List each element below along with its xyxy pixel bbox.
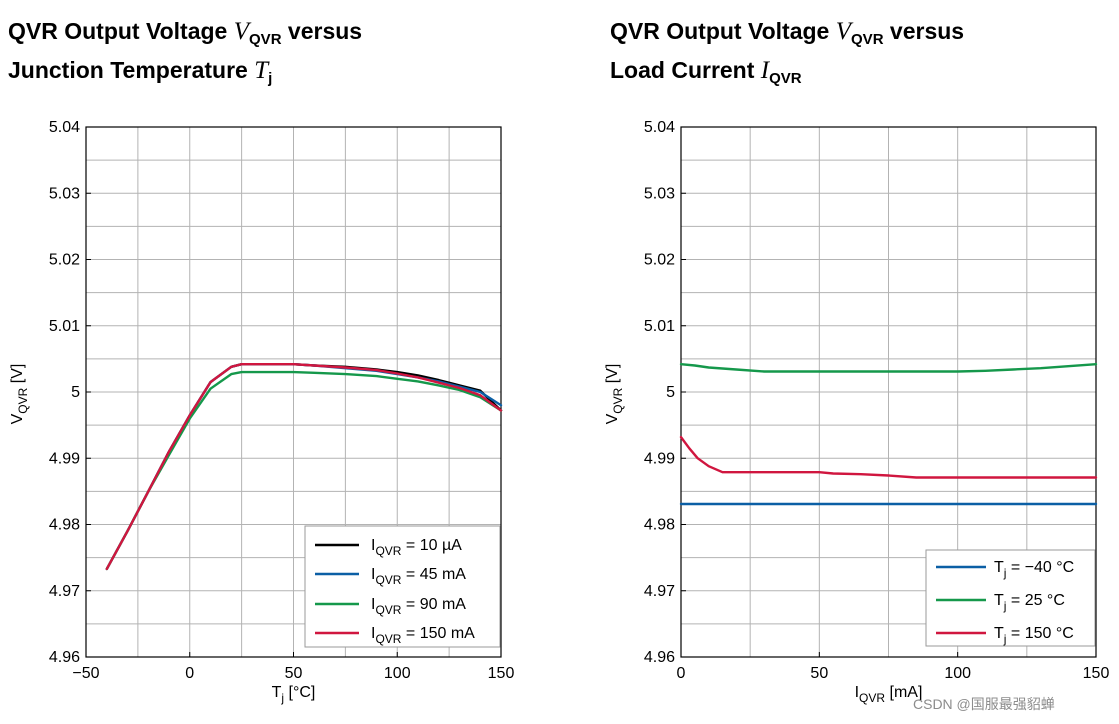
right-y-tick-label: 5	[666, 384, 675, 401]
left-series-line-4	[105, 363, 503, 571]
left-y-tick-label: 5	[71, 384, 80, 401]
left-series-line-3	[105, 370, 503, 571]
left-x-tick-label: 50	[285, 665, 303, 682]
right-y-tick-label: 5.03	[644, 185, 675, 202]
left-title-var2: T	[254, 57, 269, 84]
left-y-tick-label: 5.01	[49, 318, 80, 335]
right-y-tick-label: 4.99	[644, 450, 675, 467]
right-series-line-2	[679, 363, 1098, 373]
right-y-tick-label: 4.96	[644, 649, 675, 666]
right-title-suffix: versus	[883, 18, 965, 44]
left-x-tick-label: 150	[488, 665, 515, 682]
left-x-tick-label: 100	[384, 665, 411, 682]
right-legend-label-3: Tj = 150 °C	[994, 625, 1074, 646]
right-title-sub: QVR	[851, 31, 884, 48]
right-legend: Tj = −40 °C Tj = 25 °C Tj = 150 °C	[925, 549, 1096, 647]
right-legend-label-2: Tj = 25 °C	[994, 592, 1065, 613]
left-legend-label-3: IQVR = 90 mA	[371, 596, 466, 617]
left-y-tick-label: 5.02	[49, 252, 80, 269]
right-title-var: V	[835, 18, 852, 45]
right-y-axis-label: VQVR [V]	[604, 364, 625, 425]
right-y-tick-label: 5.04	[644, 119, 675, 136]
left-y-tick-label: 4.98	[49, 517, 80, 534]
left-title-text-2: Junction Temperature	[8, 57, 255, 83]
left-legend: IQVR = 10 µA IQVR = 45 mA IQVR = 90 mA IQVR…	[304, 525, 501, 648]
right-x-tick-label: 100	[944, 665, 971, 682]
left-y-tick-label: 4.99	[49, 450, 80, 467]
right-title-text-2: Load Current	[610, 57, 761, 83]
right-title-sub2: QVR	[769, 70, 802, 87]
right-title-var2: I	[760, 57, 770, 84]
left-chart: 4.96 4.97 4.98 4.99 5 5.01 5.02 5.03 5.04 −50 0 50 1…	[9, 119, 514, 705]
left-y-tick-label: 4.96	[49, 649, 80, 666]
left-y-tick-label: 5.03	[49, 185, 80, 202]
left-legend-label-1: IQVR = 10 µA	[371, 537, 462, 558]
left-title-sub: QVR	[249, 31, 282, 48]
right-title-text-1: QVR Output Voltage	[610, 18, 836, 44]
left-title-suffix: versus	[281, 18, 363, 44]
right-legend-label-1: Tj = −40 °C	[994, 559, 1074, 580]
right-x-tick-label: 0	[677, 665, 686, 682]
left-title-sub2: j	[268, 70, 273, 87]
left-y-axis-label: VQVR [V]	[9, 364, 30, 425]
watermark: CSDN @国服最强貂蝉	[913, 696, 1055, 712]
right-x-axis-label: IQVR [mA]	[855, 684, 923, 705]
right-x-tick-label: 150	[1083, 665, 1110, 682]
left-x-axis-label: Tj [°C]	[272, 684, 316, 705]
left-grid	[86, 127, 501, 657]
right-chart-title: QVR Output Voltage VQVR versus Load Curr…	[610, 16, 964, 94]
right-y-tick-label: 5.02	[644, 252, 675, 269]
right-x-tick-label: 50	[810, 665, 828, 682]
left-y-tick-label: 4.97	[49, 583, 80, 600]
left-y-tick-label: 5.04	[49, 119, 80, 136]
right-y-tick-label: 4.97	[644, 583, 675, 600]
right-y-tick-label: 4.98	[644, 517, 675, 534]
left-title-var: V	[233, 18, 250, 45]
left-x-tick-label: −50	[72, 665, 99, 682]
left-legend-label-2: IQVR = 45 mA	[371, 566, 466, 587]
left-x-tick-label: 0	[185, 665, 194, 682]
right-y-tick-label: 5.01	[644, 318, 675, 335]
right-chart: 4.96 4.97 4.98 4.99 5 5.01 5.02 5.03 5.04 0 50 100 1…	[604, 119, 1109, 705]
right-grid	[681, 127, 1096, 657]
left-chart-title: QVR Output Voltage VQVR versus Junction …	[8, 16, 362, 94]
right-series-line-3	[679, 435, 1098, 479]
left-title-text-1: QVR Output Voltage	[8, 18, 234, 44]
left-legend-label-4: IQVR = 150 mA	[371, 625, 475, 646]
